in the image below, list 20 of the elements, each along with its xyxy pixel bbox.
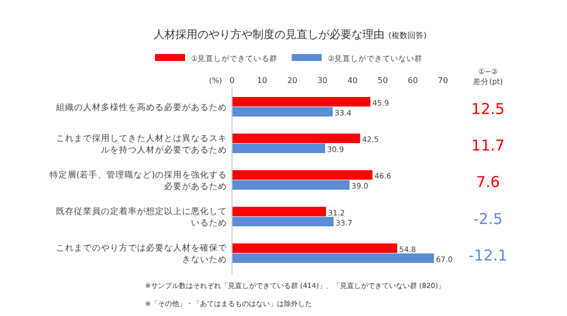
x-tick-label: 10: [257, 76, 268, 85]
text: -2.5: [473, 210, 503, 228]
y-tick-label: 既存従業員の定着率が想定以上に悪化しているため: [56, 206, 227, 229]
y-tick-label: これまで採用してきた人材とは異なるスキルを持つ人材が必要であるため: [56, 132, 227, 156]
y-tick-label: これまでのやり方では必要な人材を確保できないため: [56, 242, 228, 266]
y-tick-label: 組織の人材多様性を高める必要があるため: [55, 102, 227, 113]
x-tick-label: 40: [347, 76, 358, 85]
text: 11.7: [471, 136, 505, 155]
x-tick-label: 50: [378, 76, 388, 85]
text: -12.1: [468, 246, 508, 264]
text: 7.6: [476, 173, 500, 192]
text: 12.5: [471, 100, 505, 118]
chart-title: 人材採用のやり方や制度の見直しが必要な理由: [153, 28, 384, 41]
x-tick-label: 20: [287, 76, 298, 85]
x-tick-label: 60: [408, 76, 418, 85]
x-tick-label: 70: [438, 76, 448, 85]
x-tick-label: 0: [229, 76, 235, 85]
y-tick-label: 特定層(若手、管理職など)の採用を強化する必要があるため: [49, 169, 227, 192]
chart-subtitle: (複数回答): [388, 31, 427, 40]
x-tick-label: 30: [317, 76, 328, 85]
